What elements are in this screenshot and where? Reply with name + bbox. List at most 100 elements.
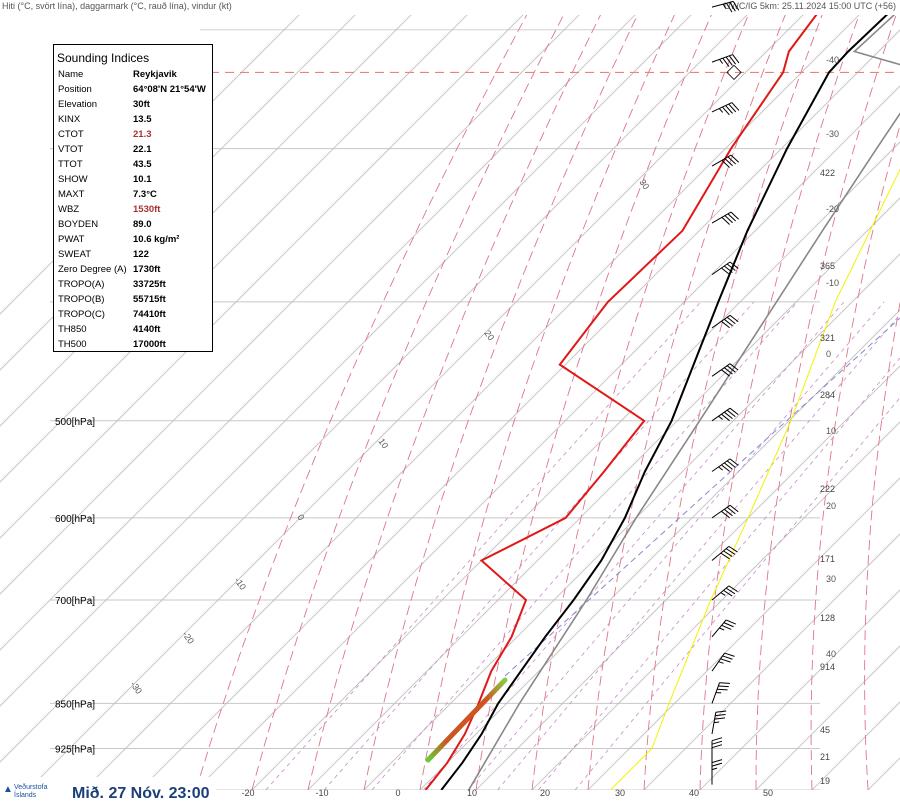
wind-barb-feather	[732, 1, 740, 11]
wind-barb-feather	[732, 54, 740, 64]
wind-barb-feather	[728, 545, 738, 553]
height-label: 171	[820, 554, 835, 564]
indices-row: Name Reykjavik	[58, 69, 212, 84]
wind-barb-feather	[720, 552, 730, 560]
indices-value: 33725ft	[133, 279, 166, 290]
wind-barb-feather	[728, 55, 737, 65]
isotherm-label: -30	[128, 679, 144, 695]
indices-row: KINX 13.5	[58, 114, 212, 129]
isotherm-line	[0, 15, 580, 595]
height-label: 21	[820, 752, 830, 762]
wind-barb-feather	[724, 215, 733, 224]
wind-barb-shape	[711, 211, 739, 225]
dry-adiabat	[643, 15, 823, 790]
indices-value: 22.1	[133, 144, 152, 155]
indices-label: VTOT	[58, 144, 84, 155]
wind-barb-feather	[730, 154, 739, 163]
isotherm-line	[27, 15, 804, 790]
height-label: 365	[820, 261, 835, 271]
pressure-label: 500[hPa]	[55, 417, 95, 428]
wind-barb-shape	[711, 363, 739, 377]
height-label: 19	[820, 776, 830, 786]
wind-barb-feather	[723, 318, 733, 327]
wind-barb-shape	[711, 737, 723, 763]
wind-barb	[711, 710, 727, 734]
wind-barb-shaft	[711, 458, 731, 472]
mixing-ratio-line	[467, 301, 885, 790]
wind-barb-shaft	[711, 545, 730, 561]
wind-barb-feather	[721, 159, 730, 168]
profile-line-3	[610, 168, 900, 790]
wind-barb	[711, 314, 739, 329]
forecast-time: Mið. 27 Nóv. 23:00	[72, 785, 210, 802]
indices-row: Position 64°08'N 21°54'W	[58, 84, 212, 99]
wind-barb-shape	[711, 759, 723, 785]
wind-barb-feather	[711, 759, 723, 764]
dry-adiabat	[419, 15, 675, 790]
indices-label: KINX	[58, 114, 81, 125]
wind-barb	[711, 211, 739, 225]
indices-value: 43.5	[133, 159, 152, 170]
wind-barb-half-feather	[713, 721, 720, 724]
indices-row: TROPO(B) 55715ft	[58, 294, 212, 309]
indices-row: MAXT 7.3°C	[58, 189, 212, 204]
wind-barb-half-feather	[718, 415, 723, 420]
mixing-ratio-line	[371, 301, 798, 790]
wind-barb-shaft	[711, 504, 731, 519]
indices-label: TH500	[58, 339, 87, 350]
reference-dashed-line	[504, 317, 900, 677]
wind-barb-feather	[711, 740, 723, 745]
footer-bar: ▲ Veðurstofa Íslands Mið. 27 Nóv. 23:00	[0, 777, 216, 808]
wind-barb-feather	[721, 624, 732, 630]
wind-barb	[711, 759, 723, 785]
wind-barb-shape	[711, 0, 740, 13]
wind-barb-feather	[725, 619, 736, 625]
indices-value: 17000ft	[133, 339, 166, 350]
wind-barb-feather	[711, 744, 723, 749]
wind-barb	[711, 458, 739, 472]
indices-row: Elevation 30ft	[58, 99, 212, 114]
profile-line-2	[468, 15, 900, 790]
indices-label: TROPO(B)	[58, 294, 105, 305]
mixing-ratio-line	[423, 301, 845, 790]
indices-value: 64°08'N 21°54'W	[133, 84, 206, 95]
indices-row: Zero Degree (A) 1730ft	[58, 264, 212, 279]
indices-row: SHOW 10.1	[58, 174, 212, 189]
isotherm-line	[699, 589, 900, 790]
indices-value: 10.6 kg/m²	[133, 234, 180, 245]
isotherm-label: -20	[180, 629, 196, 645]
bottom-temp-label: -10	[315, 788, 328, 798]
indices-label: Name	[58, 69, 84, 80]
sounding-indices-box: Sounding Indices Name Reykjavik Position 64…	[53, 44, 213, 352]
profile-line-1	[424, 15, 818, 790]
wind-barb-shaft	[711, 363, 731, 377]
indices-label: TH850	[58, 324, 87, 335]
wind-barb-shape	[711, 652, 735, 672]
wind-barb-shape	[711, 54, 740, 67]
indices-label: Position	[58, 84, 92, 95]
wind-barb-shaft	[711, 314, 731, 329]
wind-barb-shape	[711, 314, 739, 329]
height-label: 222	[820, 484, 835, 494]
wind-barb-feather	[715, 710, 727, 713]
isotherm-line	[83, 15, 860, 790]
wind-barb	[711, 737, 723, 763]
indices-row: TH500 17000ft	[58, 339, 212, 354]
pressure-label: 700[hPa]	[55, 596, 95, 607]
indices-value: 21.3	[133, 129, 152, 140]
bottom-temp-label: 10	[467, 788, 477, 798]
indices-label: TTOT	[58, 159, 83, 170]
wind-barb-feather	[727, 213, 736, 222]
wind-barb	[711, 585, 738, 601]
wind-barb-feather	[723, 265, 733, 273]
wind-barb-shape	[711, 102, 740, 116]
indices-value: 1730ft	[133, 264, 161, 275]
indices-row: WBZ 1530ft	[58, 204, 212, 219]
wind-barb-feather	[729, 407, 739, 416]
wind-barb-feather	[728, 103, 737, 113]
indices-row: CTOT 21.3	[58, 129, 212, 144]
wind-barb-shape	[711, 710, 727, 734]
chart-caption: Hiti (°C, svört lína), daggarmark (°C, r…	[2, 1, 232, 11]
wind-barb-half-feather	[718, 466, 723, 471]
wind-barb	[711, 54, 740, 67]
